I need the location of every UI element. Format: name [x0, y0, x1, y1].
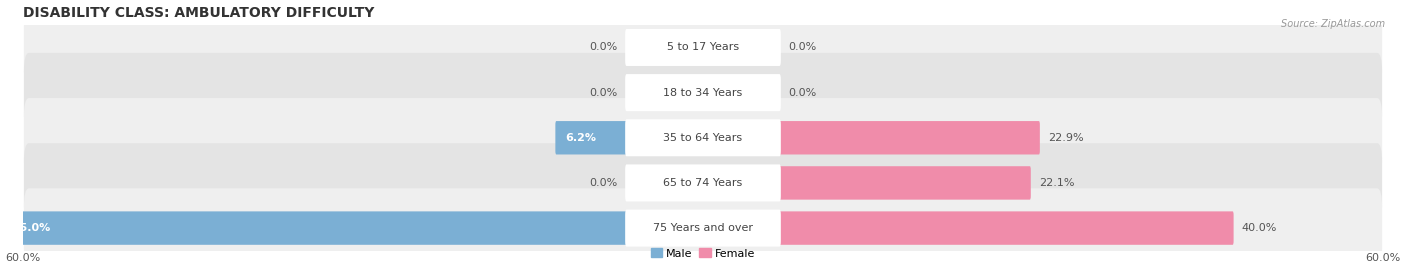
Text: 5 to 17 Years: 5 to 17 Years: [666, 43, 740, 52]
FancyBboxPatch shape: [779, 211, 1233, 245]
Text: 65 to 74 Years: 65 to 74 Years: [664, 178, 742, 188]
FancyBboxPatch shape: [626, 164, 780, 201]
Text: 0.0%: 0.0%: [789, 43, 817, 52]
FancyBboxPatch shape: [24, 188, 1382, 268]
Text: 6.2%: 6.2%: [565, 133, 596, 143]
FancyBboxPatch shape: [779, 166, 1031, 200]
Text: 0.0%: 0.0%: [789, 88, 817, 98]
FancyBboxPatch shape: [24, 143, 1382, 223]
FancyBboxPatch shape: [626, 210, 780, 247]
Text: 0.0%: 0.0%: [589, 43, 617, 52]
Text: 0.0%: 0.0%: [589, 88, 617, 98]
Text: 75 Years and over: 75 Years and over: [652, 223, 754, 233]
Legend: Male, Female: Male, Female: [647, 244, 759, 263]
Text: 22.9%: 22.9%: [1047, 133, 1084, 143]
Text: 55.0%: 55.0%: [13, 223, 51, 233]
Text: 40.0%: 40.0%: [1241, 223, 1277, 233]
FancyBboxPatch shape: [779, 121, 1040, 154]
FancyBboxPatch shape: [626, 74, 780, 111]
FancyBboxPatch shape: [24, 98, 1382, 178]
FancyBboxPatch shape: [3, 211, 627, 245]
Text: DISABILITY CLASS: AMBULATORY DIFFICULTY: DISABILITY CLASS: AMBULATORY DIFFICULTY: [22, 6, 374, 20]
FancyBboxPatch shape: [626, 119, 780, 156]
FancyBboxPatch shape: [24, 8, 1382, 87]
FancyBboxPatch shape: [555, 121, 627, 154]
FancyBboxPatch shape: [24, 53, 1382, 132]
Text: 0.0%: 0.0%: [589, 178, 617, 188]
Text: 22.1%: 22.1%: [1039, 178, 1074, 188]
Text: Source: ZipAtlas.com: Source: ZipAtlas.com: [1281, 19, 1385, 29]
FancyBboxPatch shape: [626, 29, 780, 66]
Text: 18 to 34 Years: 18 to 34 Years: [664, 88, 742, 98]
Text: 35 to 64 Years: 35 to 64 Years: [664, 133, 742, 143]
